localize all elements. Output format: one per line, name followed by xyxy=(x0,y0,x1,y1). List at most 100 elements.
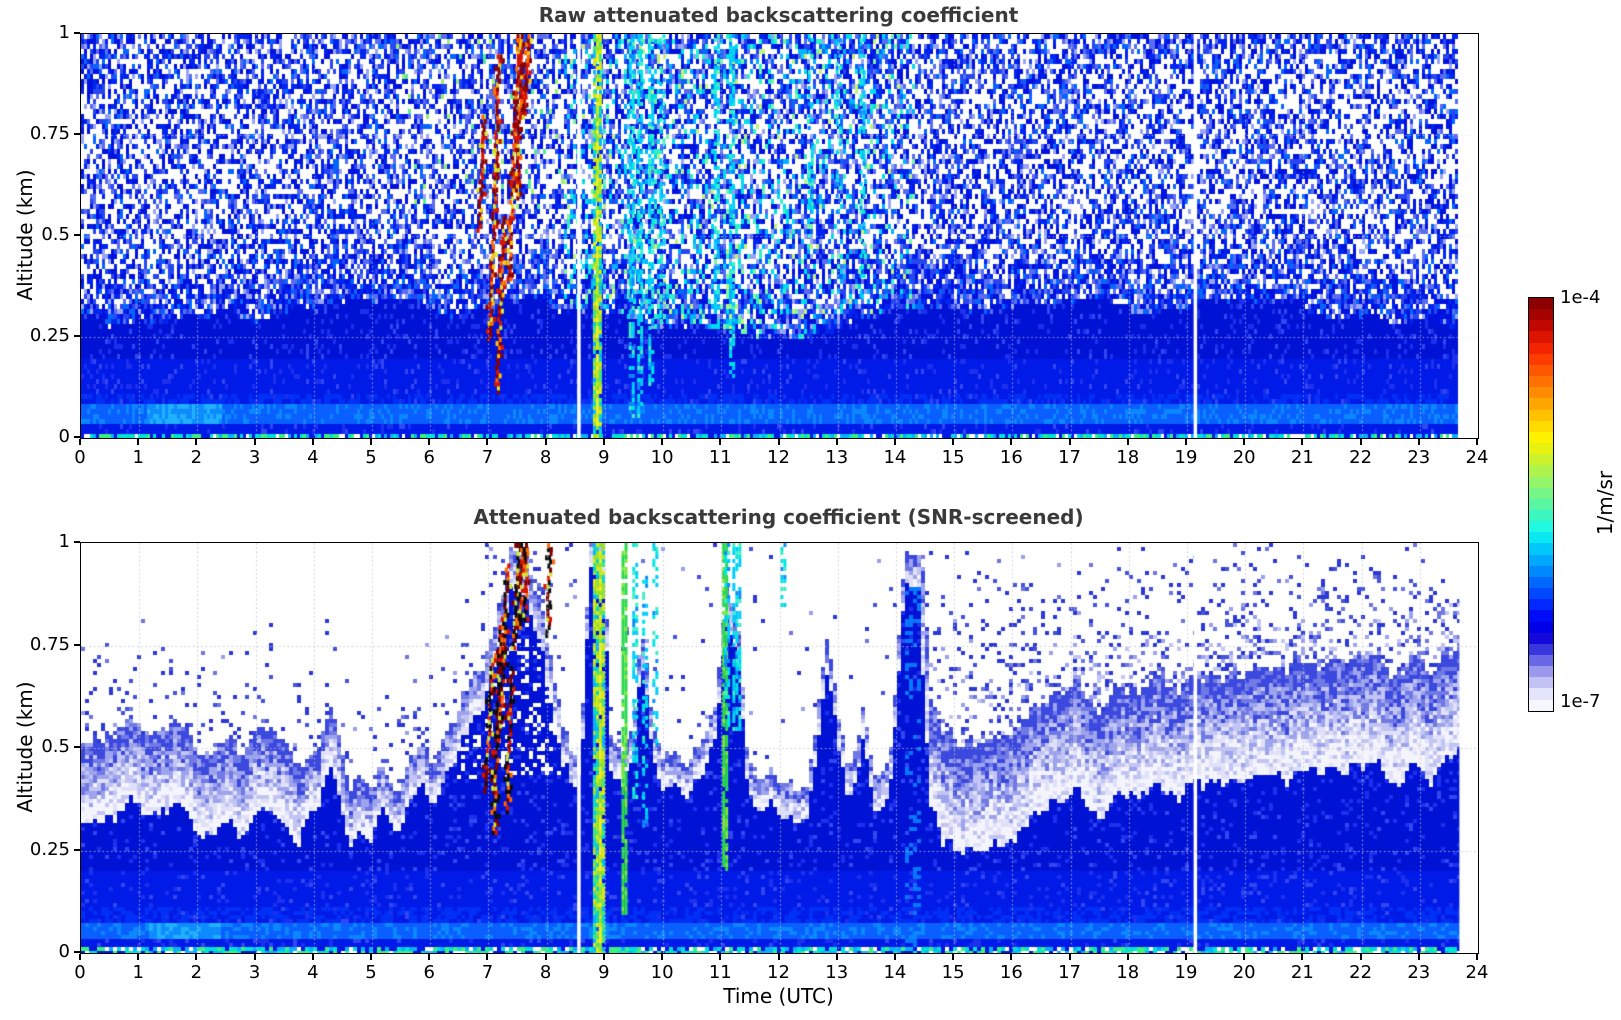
x-tick-label-bottom: 6 xyxy=(423,962,435,983)
x-tick-top xyxy=(79,439,81,445)
y-tick-label-top: 0 xyxy=(58,426,70,447)
colorbar-segment xyxy=(1529,353,1553,365)
x-tick-label-top: 15 xyxy=(941,447,965,468)
x-tick-top xyxy=(1301,439,1304,445)
x-tick-label-bottom: 20 xyxy=(1232,962,1256,983)
x-tick-top xyxy=(486,439,489,445)
colorbar-segment xyxy=(1529,699,1553,711)
y-tick-top xyxy=(74,133,80,135)
x-tick-label-bottom: 24 xyxy=(1465,962,1489,983)
x-tick-bottom xyxy=(137,954,140,960)
y-tick-top xyxy=(74,436,80,438)
x-tick-label-top: 10 xyxy=(650,447,674,468)
raw-heatmap-panel xyxy=(80,33,1479,439)
x-tick-bottom xyxy=(195,954,198,960)
x-tick-label-bottom: 4 xyxy=(307,962,319,983)
x-tick-top xyxy=(1476,439,1478,445)
y-tick-label-top: 1 xyxy=(58,22,70,43)
colorbar-segment xyxy=(1529,443,1553,455)
y-tick-label-bottom: 0.25 xyxy=(29,838,70,860)
y-tick-bottom xyxy=(74,746,80,748)
x-tick-top xyxy=(1184,439,1187,445)
x-tick-bottom xyxy=(1301,954,1304,960)
x-tick-bottom xyxy=(1243,954,1246,960)
colorbar-segment xyxy=(1529,543,1553,555)
x-tick-label-top: 8 xyxy=(539,447,552,468)
x-tick-top xyxy=(253,439,256,445)
colorbar-segment xyxy=(1529,309,1553,321)
x-tick-bottom xyxy=(370,954,373,960)
x-tick-label-top: 23 xyxy=(1407,447,1431,468)
y-tick-label-bottom: 0 xyxy=(58,941,70,962)
colorbar-segment xyxy=(1529,688,1553,700)
colorbar-segment xyxy=(1529,364,1553,377)
x-tick-top xyxy=(1243,439,1246,445)
x-tick-label-bottom: 2 xyxy=(190,962,203,983)
x-tick-label-top: 11 xyxy=(708,447,732,468)
x-tick-label-top: 20 xyxy=(1232,447,1256,468)
colorbar-segment xyxy=(1529,610,1553,622)
y-tick-bottom xyxy=(74,541,80,543)
y-tick-label-top: 0.5 xyxy=(41,224,70,245)
x-tick-label-bottom: 17 xyxy=(1058,962,1081,983)
bottom-panel-title: Attenuated backscattering coefficient (S… xyxy=(473,505,1084,529)
colorbar-segment xyxy=(1529,476,1553,488)
x-tick-top xyxy=(777,439,780,445)
y-tick-label-bottom: 1 xyxy=(58,531,70,552)
x-tick-label-top: 1 xyxy=(132,447,144,468)
x-tick-bottom xyxy=(1126,954,1129,960)
y-tick-top xyxy=(74,32,80,34)
colorbar xyxy=(1528,297,1554,712)
x-tick-label-bottom: 10 xyxy=(650,962,674,983)
x-tick-bottom xyxy=(835,954,838,960)
x-tick-top xyxy=(602,439,605,445)
y-tick-top xyxy=(74,335,80,337)
colorbar-segment xyxy=(1529,532,1553,544)
x-tick-label-bottom: 16 xyxy=(999,962,1023,983)
x-tick-label-top: 18 xyxy=(1116,447,1140,468)
colorbar-segment xyxy=(1529,409,1553,421)
x-tick-top xyxy=(311,439,314,445)
x-tick-top xyxy=(661,439,664,445)
x-tick-top xyxy=(952,439,955,445)
x-tick-top xyxy=(370,439,373,445)
raw-heatmap-canvas xyxy=(81,34,1478,438)
colorbar-segment xyxy=(1529,376,1553,388)
x-tick-label-bottom: 14 xyxy=(883,962,907,983)
x-tick-top xyxy=(1417,439,1420,445)
colorbar-segment xyxy=(1529,487,1553,499)
x-tick-label-top: 12 xyxy=(767,447,790,468)
x-tick-label-top: 2 xyxy=(190,447,203,468)
x-tick-label-top: 4 xyxy=(307,447,319,468)
x-tick-bottom xyxy=(893,954,896,960)
colorbar-max-label: 1e-4 xyxy=(1560,287,1601,308)
x-tick-bottom xyxy=(719,954,722,960)
x-tick-label-top: 13 xyxy=(825,447,849,468)
x-tick-label-bottom: 1 xyxy=(132,962,144,983)
colorbar-segment xyxy=(1529,342,1553,354)
colorbar-segment xyxy=(1529,431,1553,444)
colorbar-segment xyxy=(1529,387,1553,399)
colorbar-segment xyxy=(1529,509,1553,522)
x-tick-label-bottom: 22 xyxy=(1349,962,1373,983)
colorbar-segment xyxy=(1529,554,1553,566)
colorbar-segment xyxy=(1529,465,1553,477)
y-tick-bottom xyxy=(74,643,80,646)
colorbar-segment xyxy=(1529,454,1553,466)
x-tick-label-top: 3 xyxy=(248,447,261,468)
x-tick-label-top: 19 xyxy=(1174,447,1198,468)
x-tick-label-bottom: 7 xyxy=(481,962,494,983)
x-tick-top xyxy=(544,439,547,445)
x-tick-bottom xyxy=(602,954,605,960)
x-tick-label-bottom: 9 xyxy=(598,962,610,983)
x-tick-label-bottom: 19 xyxy=(1174,962,1198,983)
x-tick-label-top: 24 xyxy=(1465,447,1489,468)
x-tick-label-bottom: 23 xyxy=(1407,962,1431,983)
y-tick-label-top: 0.75 xyxy=(29,123,70,144)
y-tick-label-top: 0.25 xyxy=(29,325,70,346)
colorbar-segment xyxy=(1529,621,1553,633)
x-tick-top xyxy=(893,439,896,445)
x-tick-bottom xyxy=(1359,954,1362,960)
y-tick-bottom xyxy=(74,848,80,851)
y-tick-label-bottom: 0.75 xyxy=(29,633,70,655)
